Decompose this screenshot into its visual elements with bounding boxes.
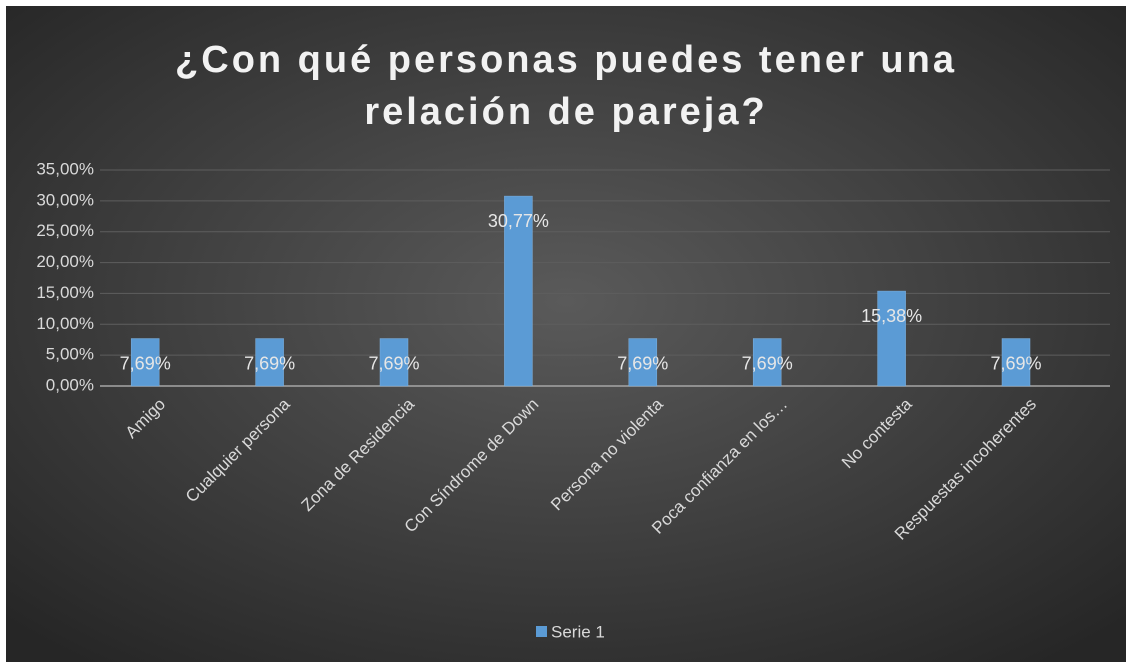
bar (255, 338, 284, 387)
bar (504, 195, 533, 387)
bar (752, 338, 782, 387)
data-label: 7,69% (120, 353, 171, 373)
data-label: 7,69% (368, 353, 419, 373)
data-label: 7,69% (742, 353, 793, 373)
bar (877, 290, 906, 387)
y-tick-label: 30,00% (36, 190, 94, 209)
y-tick-label: 25,00% (36, 221, 94, 240)
y-tick-label: 5,00% (46, 345, 94, 364)
y-tick-label: 0,00% (46, 375, 94, 394)
data-label: 7,69% (990, 353, 1041, 373)
chart-title: relación de pareja? (364, 91, 767, 133)
data-label: 15,38% (861, 306, 922, 326)
y-tick-label: 15,00% (36, 283, 94, 302)
y-tick-label: 10,00% (36, 314, 94, 333)
bar (628, 338, 658, 387)
bar (1001, 338, 1031, 387)
legend-swatch (536, 626, 547, 637)
y-tick-label: 35,00% (36, 159, 94, 178)
data-label: 30,77% (488, 211, 549, 231)
chart-background (6, 6, 1126, 662)
legend-label: Serie 1 (551, 622, 605, 641)
bar (379, 338, 409, 387)
chart-title: ¿Con qué personas puedes tener una (175, 39, 957, 81)
data-label: 7,69% (617, 353, 668, 373)
y-tick-label: 20,00% (36, 252, 94, 271)
data-label: 7,69% (244, 353, 295, 373)
bar (130, 338, 160, 387)
